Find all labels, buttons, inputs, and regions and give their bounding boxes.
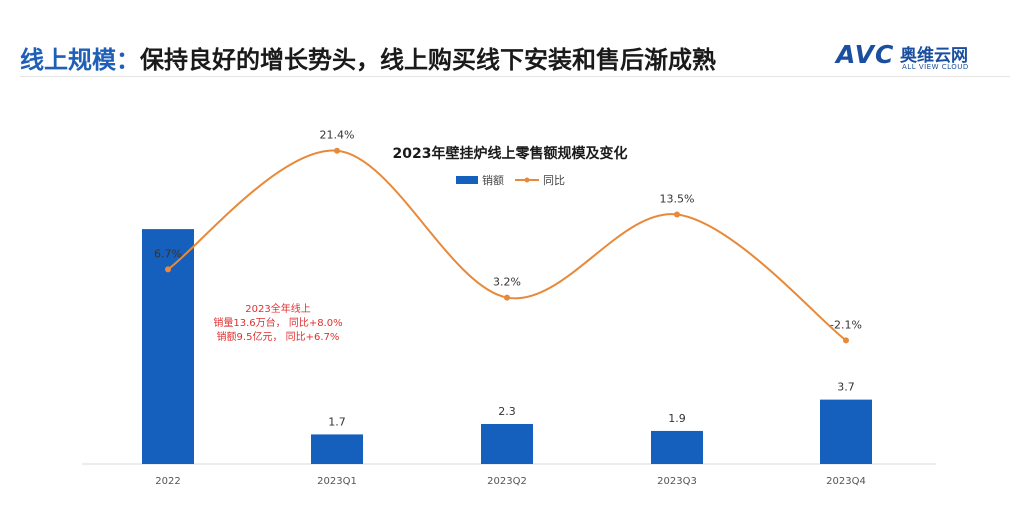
line-value-label: 6.7% [154,247,182,260]
bar-value-labels: 1.7 2.3 1.9 3.7 [328,381,855,429]
logo-tagline: ALL VIEW CLOUD [902,63,969,71]
line-value-label: 21.4% [320,129,355,142]
bar-value-label: 2.3 [498,405,516,418]
logo-mark: AVC [836,40,895,69]
bar-value-label: 1.7 [328,415,346,428]
bar-value-label: 3.7 [837,381,855,394]
chart-legend: 销额 同比 [456,173,565,187]
chart-title: 2023年壁挂炉线上零售额规模及变化 [393,145,628,162]
line-value-labels: 6.7% 21.4% 3.2% 13.5% -2.1% [154,129,862,332]
x-tick-label: 2023Q4 [826,476,866,487]
line-value-label: -2.1% [830,318,862,331]
line-point-2023Q2 [504,294,510,301]
bar-2023Q3 [651,430,703,464]
bar-2022 [142,229,194,464]
bar-2023Q2 [481,423,533,464]
x-tick-labels: 2022 2023Q1 2023Q2 2023Q3 2023Q4 [155,476,866,487]
page-title-rest: 保持良好的增长势头，线上购买线下安装和售后渐成熟 [140,46,716,74]
x-tick-label: 2022 [155,476,180,487]
line-point-2023Q4 [843,337,849,344]
line-point-2023Q1 [334,147,340,154]
x-tick-label: 2023Q3 [657,476,697,487]
header-divider [20,76,1010,77]
annotation-line: 销额9.5亿元， 同比+6.7% [217,330,340,343]
line-value-label: 3.2% [493,276,521,289]
bar-2023Q4 [820,399,872,464]
line-point-2023Q3 [674,211,680,218]
x-tick-label: 2023Q2 [487,476,527,487]
bar-value-label: 1.9 [668,412,686,425]
x-tick-label: 2023Q1 [317,476,357,487]
page-title: 线上规模：保持良好的增长势头，线上购买线下安装和售后渐成熟 [20,40,716,75]
legend-bar-label: 销额 [482,173,504,187]
annotation-line: 销量13.6万台， 同比+8.0% [213,316,342,329]
line-value-label: 13.5% [660,192,695,205]
legend-bar-swatch [456,176,478,184]
legend-line-label: 同比 [543,174,565,187]
logo-name: 奥维云网 [900,46,968,66]
line-point-2022 [165,266,171,273]
annotation-line: 2023全年线上 [245,302,310,315]
brand-logo: AVC 奥维云网 ALL VIEW CLOUD [836,40,996,80]
page-title-lead: 线上规模： [20,46,140,74]
line-series [165,147,849,344]
bar-2023Q1 [311,434,363,464]
legend-line-marker [524,177,530,183]
bar-series [142,229,872,464]
